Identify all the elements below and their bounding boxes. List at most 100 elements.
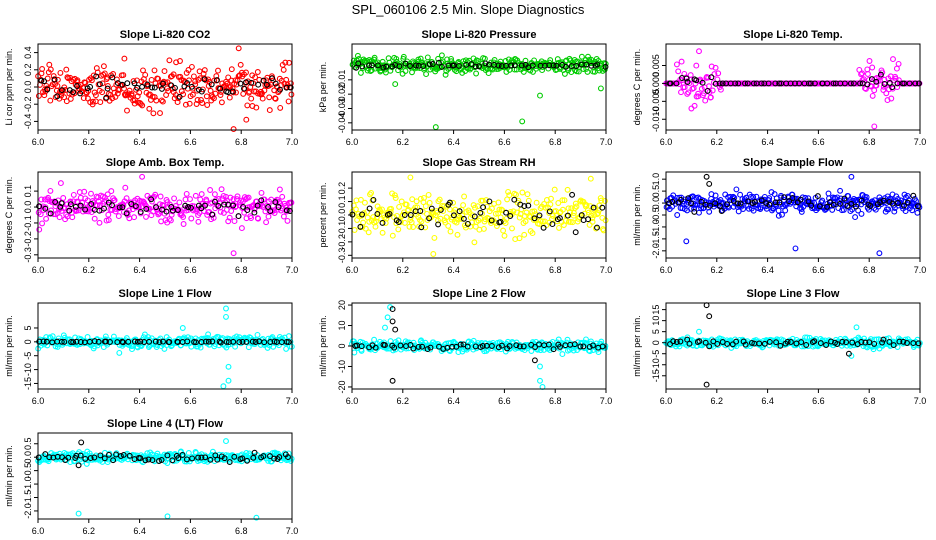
average-point <box>104 85 111 92</box>
average-point <box>366 205 373 212</box>
sample-point <box>895 60 902 67</box>
average-point <box>58 338 65 345</box>
average-point <box>525 202 532 209</box>
sample-point <box>151 94 158 101</box>
y-tick-label: 0.005 <box>651 54 661 77</box>
panel-8: Slope Line 2 Flow 6.0 6.2 6.4 6.6 6.8 7.0 -20 -1… <box>318 288 612 406</box>
average-point <box>179 452 186 458</box>
average-point <box>70 89 77 96</box>
sample-point <box>412 204 419 211</box>
sample-point <box>510 208 517 215</box>
sample-point <box>47 97 54 104</box>
sample-point <box>459 212 466 219</box>
y-tick-label: -0.04 <box>337 113 347 134</box>
sample-point <box>243 69 249 76</box>
sample-point <box>750 207 757 214</box>
average-point <box>407 212 414 218</box>
sample-outlier-point <box>537 92 543 99</box>
sample-point <box>245 344 252 351</box>
average-point <box>239 455 246 462</box>
average-point <box>77 202 84 209</box>
sample-point <box>97 99 104 106</box>
sample-point <box>819 197 826 204</box>
average-point <box>550 62 557 69</box>
sample-point <box>175 95 182 102</box>
average-point <box>750 80 757 87</box>
sample-point <box>146 105 153 112</box>
x-tick-label: 6.2 <box>83 396 96 406</box>
average-point <box>87 83 94 90</box>
sample-point <box>177 73 184 80</box>
sample-point <box>248 95 255 102</box>
sample-point <box>209 199 216 206</box>
average-point <box>383 63 390 70</box>
sample-point <box>399 70 406 77</box>
average-point <box>241 85 247 92</box>
sample-point <box>83 460 90 467</box>
sample-point <box>454 231 461 238</box>
average-point <box>379 219 386 226</box>
average-point <box>372 344 379 351</box>
average-point <box>420 63 427 70</box>
sample-point <box>474 203 481 210</box>
sample-outlier-point <box>537 363 543 370</box>
average-point <box>260 453 267 460</box>
sample-point <box>152 191 159 198</box>
average-point <box>41 78 48 85</box>
average-point <box>97 452 104 459</box>
sample-point <box>547 201 554 208</box>
sample-point <box>693 62 700 69</box>
average-point <box>214 456 221 463</box>
average-point <box>58 200 65 207</box>
sample-point <box>438 52 445 59</box>
scatter-points <box>35 45 295 133</box>
sample-point <box>733 186 740 193</box>
sample-point <box>230 196 237 203</box>
sample-point <box>531 57 538 64</box>
sample-point <box>522 218 529 225</box>
average-point <box>724 340 731 347</box>
sample-point <box>523 209 530 216</box>
panel-title: Slope Li-820 Pressure <box>422 29 537 41</box>
sample-point <box>166 57 173 64</box>
average-point <box>511 62 518 69</box>
average-point <box>183 456 190 463</box>
x-tick-label: 6.0 <box>660 265 673 275</box>
sample-point <box>164 85 171 92</box>
average-point <box>488 217 495 224</box>
average-point <box>789 195 796 201</box>
average-point <box>182 202 189 209</box>
sample-point <box>379 206 385 213</box>
sample-point <box>891 208 898 215</box>
average-point <box>766 201 773 208</box>
plot-frame <box>665 302 921 390</box>
sample-point <box>500 227 507 234</box>
sample-point <box>883 90 890 97</box>
x-tick-label: 6.8 <box>235 526 248 536</box>
sample-point <box>54 76 61 83</box>
sample-point <box>508 211 515 218</box>
average-point <box>231 453 238 460</box>
sample-point <box>104 83 111 89</box>
sample-point <box>199 100 206 106</box>
average-point <box>704 87 711 94</box>
plot-frame <box>665 43 921 131</box>
average-point <box>96 207 103 214</box>
average-point <box>255 81 262 88</box>
average-point <box>468 61 475 68</box>
average-point <box>123 210 130 217</box>
sample-outlier-point <box>139 173 146 180</box>
average-point <box>761 340 768 347</box>
average-point <box>172 84 178 91</box>
sample-point <box>187 196 193 203</box>
sample-point <box>207 187 214 193</box>
sample-point <box>183 69 190 76</box>
average-point <box>904 340 910 346</box>
sample-point <box>226 94 233 101</box>
average-point <box>453 343 460 350</box>
average-point <box>460 215 467 222</box>
average-point <box>718 208 725 214</box>
y-tick-label: 0.0 <box>651 197 661 210</box>
y-tick-label: 0.0 <box>23 81 33 94</box>
sample-point <box>484 203 490 210</box>
